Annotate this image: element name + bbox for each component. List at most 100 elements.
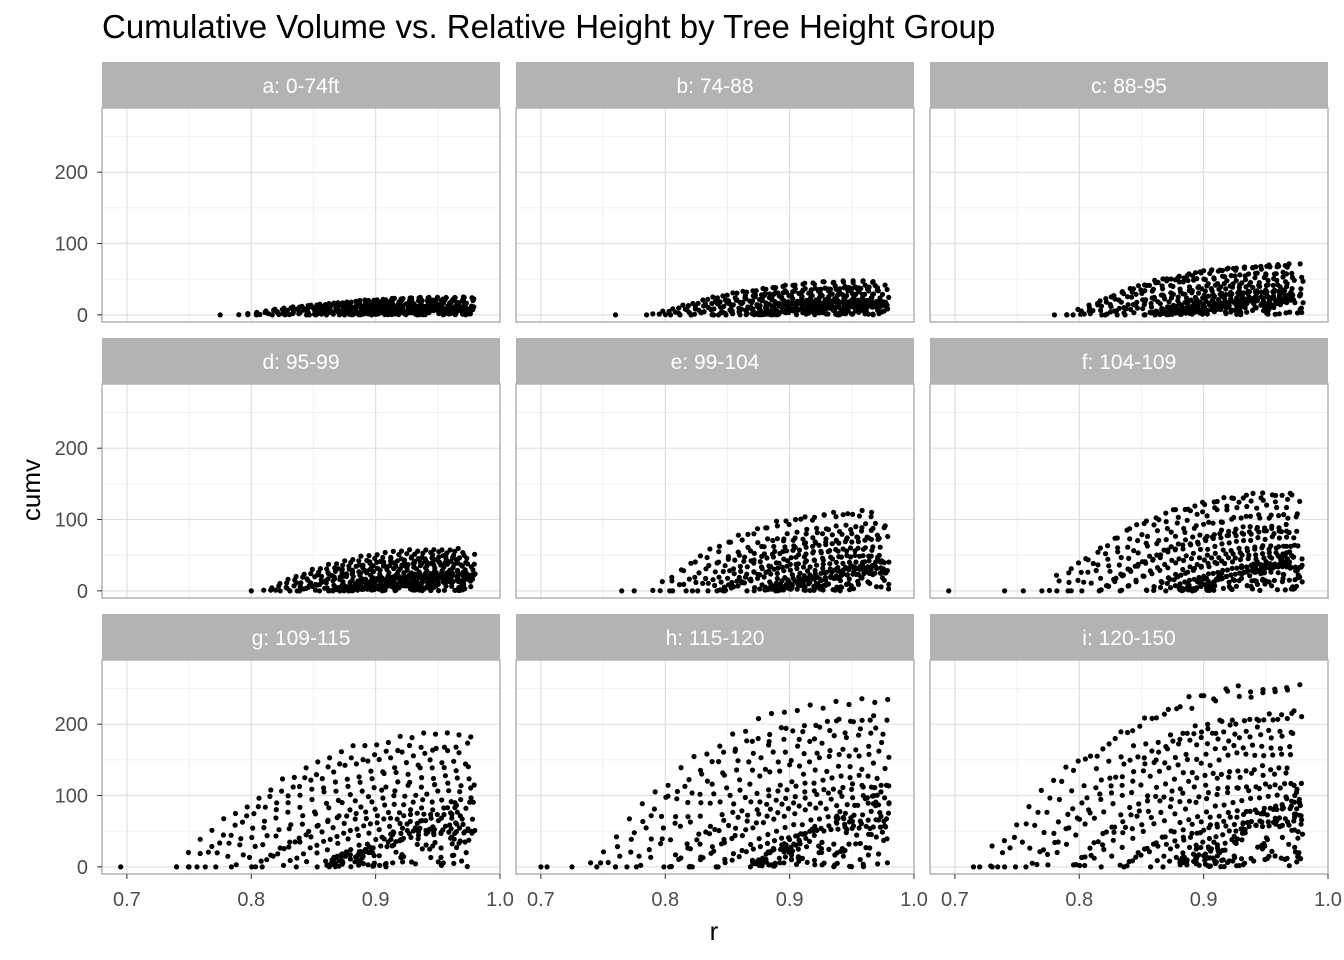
data-point [807, 564, 813, 570]
data-point [709, 844, 716, 850]
data-point [783, 518, 789, 524]
data-point [387, 563, 393, 569]
data-point [1228, 289, 1234, 296]
data-point [465, 827, 471, 834]
data-point [1284, 715, 1290, 722]
data-point [202, 864, 208, 870]
data-point [453, 744, 459, 750]
data-point [441, 765, 447, 771]
data-point [1051, 312, 1057, 318]
data-point [277, 588, 283, 594]
data-point [468, 584, 474, 590]
data-point [1185, 506, 1191, 512]
data-point [667, 837, 674, 843]
data-point [1280, 274, 1286, 280]
data-point [1090, 560, 1096, 567]
data-point [743, 728, 749, 734]
data-point [1164, 525, 1170, 532]
data-point [460, 821, 466, 828]
data-point [457, 571, 463, 577]
data-point [1135, 550, 1141, 556]
data-point [1277, 823, 1283, 829]
data-point [795, 855, 801, 861]
data-point [1180, 730, 1186, 736]
data-point [364, 557, 370, 564]
data-point [325, 764, 331, 770]
data-point [340, 300, 346, 306]
data-point [1032, 822, 1038, 828]
facet-panel: c: 88-95 [929, 62, 1329, 323]
data-point [612, 864, 619, 870]
data-point [308, 302, 314, 308]
data-point [652, 789, 658, 795]
data-point [1175, 514, 1181, 520]
data-point [405, 771, 411, 777]
facet-panel: b: 74-88 [515, 62, 915, 323]
data-point [1142, 282, 1148, 288]
data-point [678, 765, 684, 771]
data-point [1233, 721, 1239, 727]
data-point [1046, 587, 1052, 594]
data-point [1242, 718, 1248, 724]
data-point [391, 793, 397, 799]
data-point [782, 749, 789, 755]
data-point [842, 730, 848, 736]
data-point [453, 802, 460, 808]
data-point [392, 788, 398, 794]
data-point [1149, 748, 1155, 754]
data-point [796, 736, 802, 743]
data-point [699, 771, 705, 777]
data-point [674, 796, 680, 802]
data-point [1198, 760, 1204, 766]
data-point [467, 311, 473, 317]
data-point [1155, 739, 1161, 746]
data-point [766, 793, 772, 799]
data-point [250, 825, 256, 831]
data-point [1159, 305, 1165, 311]
data-point [1112, 308, 1118, 314]
data-point [356, 569, 362, 575]
data-point [767, 769, 773, 775]
data-point [697, 813, 703, 819]
data-point [864, 795, 871, 801]
data-point [850, 719, 857, 725]
data-point [404, 583, 410, 589]
data-point [1182, 806, 1189, 812]
data-point [820, 705, 826, 711]
y-tick-label: 0 [77, 305, 88, 327]
data-point [296, 783, 303, 790]
data-point [781, 536, 787, 542]
data-point [1198, 729, 1205, 735]
data-point [1238, 297, 1244, 303]
data-point [380, 296, 386, 302]
data-point [761, 574, 767, 580]
data-point [373, 836, 379, 843]
data-point [1186, 271, 1192, 277]
data-point [1186, 694, 1192, 700]
data-point [452, 295, 458, 301]
data-point [1198, 563, 1204, 569]
data-point [1277, 785, 1283, 791]
data-point [367, 821, 373, 827]
data-point [692, 574, 698, 580]
data-point [885, 533, 891, 540]
data-point [1285, 819, 1291, 825]
data-point [1154, 552, 1160, 558]
data-point [1073, 862, 1079, 868]
data-point [344, 776, 350, 782]
data-point [1034, 861, 1040, 868]
data-point [398, 296, 404, 302]
data-point [793, 783, 799, 789]
data-point [766, 563, 772, 569]
data-point [1119, 587, 1125, 593]
data-point [422, 750, 428, 756]
data-point [791, 800, 797, 806]
data-point [366, 553, 372, 559]
data-point [1264, 855, 1270, 862]
data-point [383, 748, 389, 754]
data-point [757, 559, 763, 565]
data-point [729, 857, 735, 863]
data-point [449, 815, 455, 821]
data-point [267, 793, 273, 800]
data-point [1221, 802, 1227, 808]
